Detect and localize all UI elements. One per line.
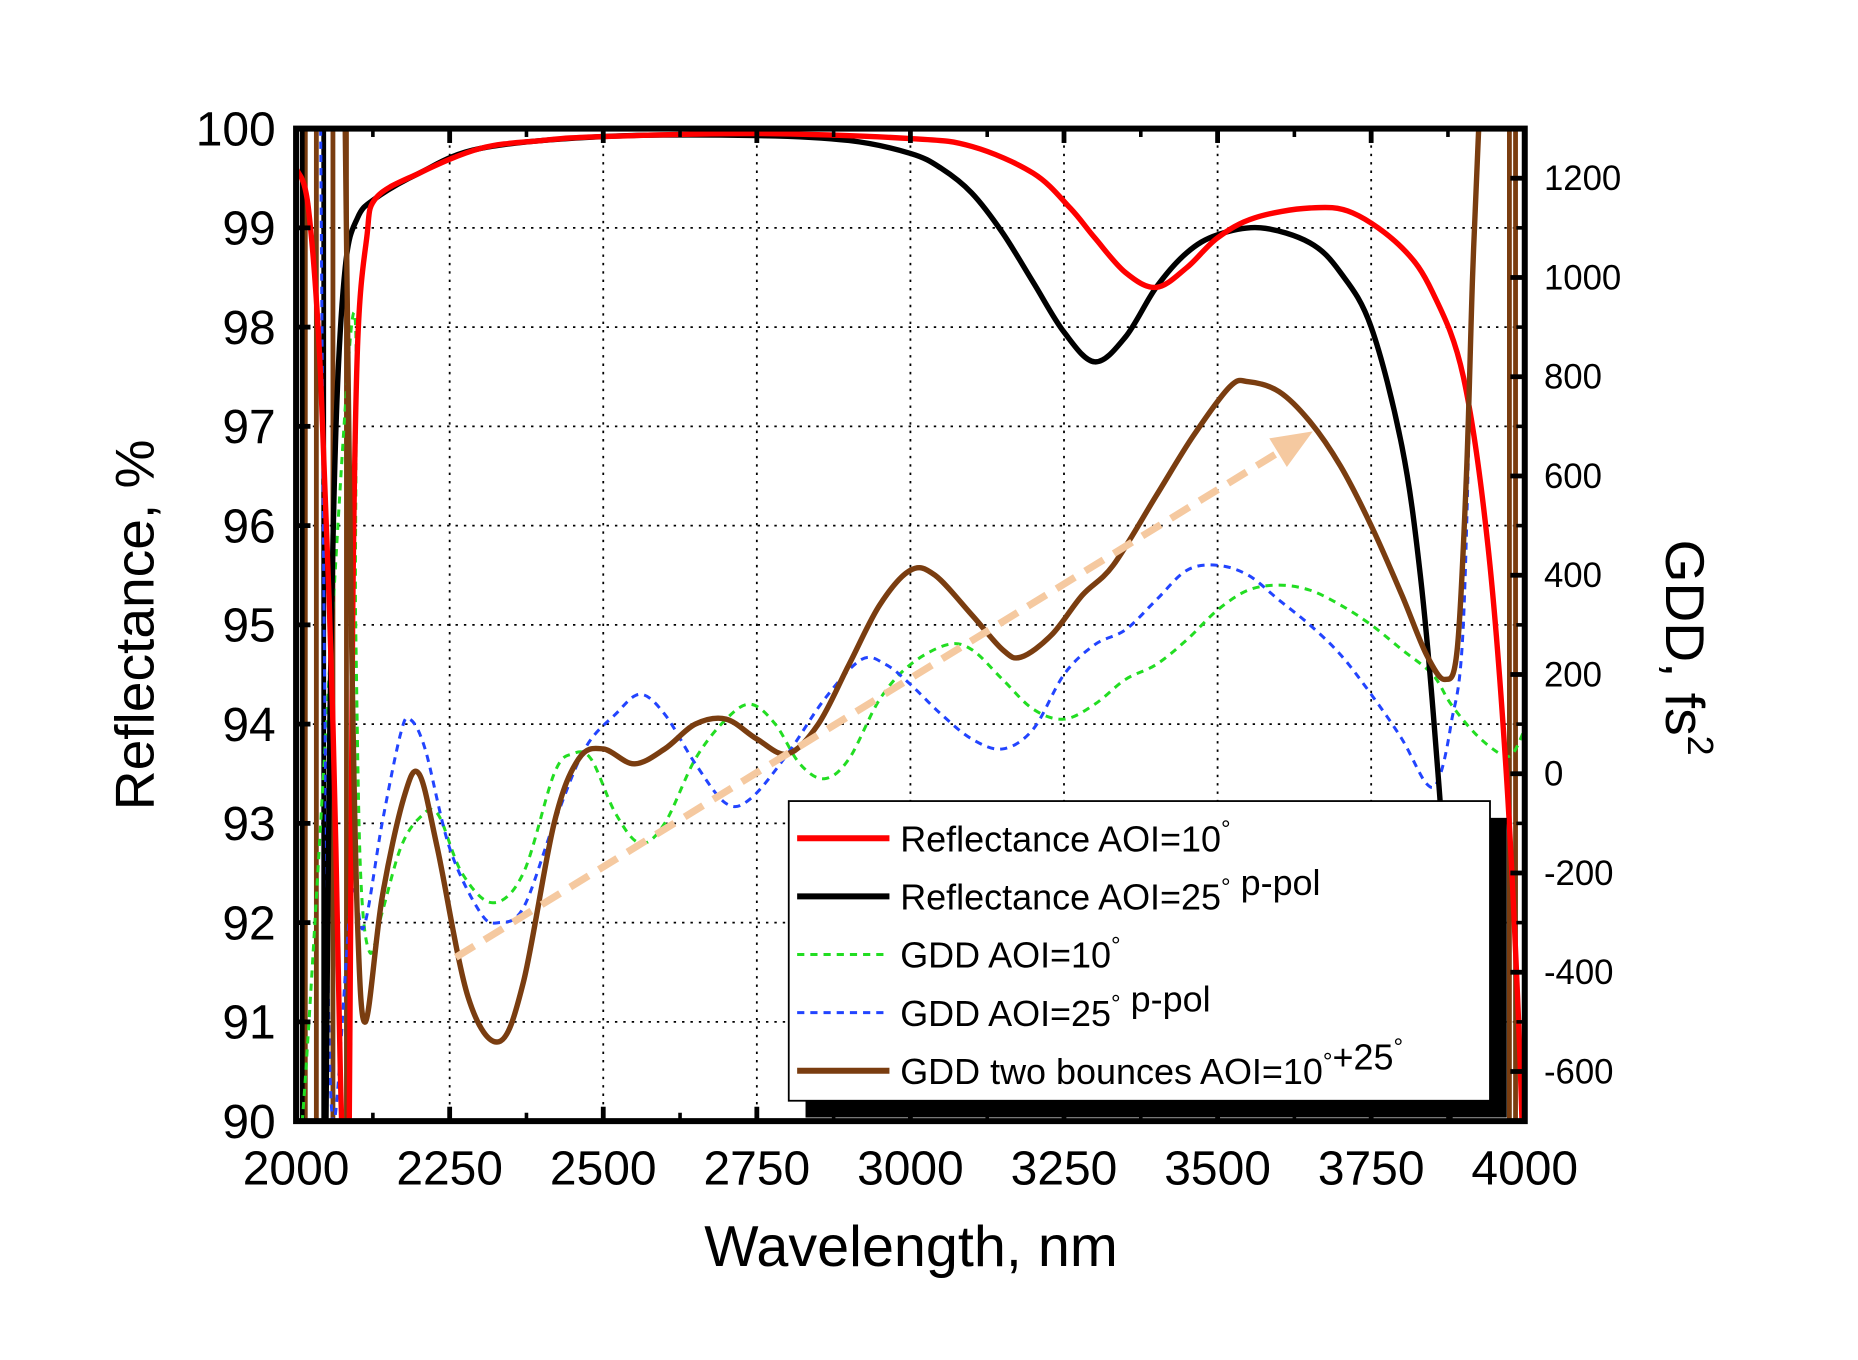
series-line-3 — [319, 128, 1475, 1122]
y-tick-label: 94 — [222, 699, 275, 752]
y-tick-label: 100 — [196, 103, 276, 156]
y-axis-title: Reflectance, % — [103, 439, 165, 810]
y2-tick-label: 400 — [1544, 557, 1602, 595]
x-tick-label: 2000 — [243, 1143, 350, 1196]
y2-tick-label: 0 — [1544, 756, 1563, 794]
legend-box — [787, 800, 1491, 1102]
series-line-0 — [296, 130, 1525, 1122]
trend-arrow-head — [1269, 431, 1313, 467]
y2-tick-label: -200 — [1544, 855, 1614, 893]
legend-label-1: Reflectance AOI=25° p-pol — [900, 862, 1320, 917]
legend-label-2: GDD AOI=10° — [900, 932, 1120, 975]
series-line-2 — [296, 311, 1525, 1122]
y-tick-label: 90 — [222, 1096, 275, 1149]
y-tick-label: 99 — [222, 203, 275, 256]
y-tick-label: 97 — [222, 401, 275, 454]
y-tick-label: 91 — [222, 997, 275, 1050]
series-layer — [296, 128, 1525, 1122]
x-axis-title: Wavelength, nm — [704, 1215, 1117, 1279]
legend-label-0: Reflectance AOI=10° — [900, 816, 1230, 859]
x-tick-label: 2250 — [396, 1143, 503, 1196]
y2-axis-title-sup: 2 — [1680, 736, 1721, 756]
y2-tick-label: 1000 — [1544, 259, 1621, 297]
y2-tick-label: 600 — [1544, 458, 1602, 496]
y2-tick-label: -400 — [1544, 954, 1614, 992]
axes-ticks: 2000 2250 2500 2750 3000 3250 3500 3750 40009091… — [196, 103, 1622, 1195]
y2-tick-label: 800 — [1544, 359, 1602, 397]
y2-tick-label: 200 — [1544, 656, 1602, 694]
x-tick-label: 2750 — [704, 1143, 811, 1196]
y2-tick-label: -600 — [1544, 1053, 1614, 1091]
y2-tick-label: 1200 — [1544, 160, 1621, 198]
legend-label-4: GDD two bounces AOI=10°+25° — [900, 1034, 1403, 1092]
x-tick-label: 2500 — [550, 1143, 657, 1196]
y-tick-label: 92 — [222, 897, 275, 950]
x-tick-label: 3500 — [1164, 1143, 1271, 1196]
x-tick-label: 4000 — [1471, 1143, 1578, 1196]
y-tick-label: 98 — [222, 302, 275, 355]
legend: Reflectance AOI=10°Reflectance AOI=25° p… — [787, 800, 1507, 1118]
legend-label-3: GDD AOI=25° p-pol — [900, 978, 1210, 1033]
y2-axis-title: GDD, fs2 — [1654, 540, 1721, 756]
x-tick-label: 3000 — [857, 1143, 964, 1196]
trend-arrow-line — [453, 449, 1280, 961]
x-tick-label: 3250 — [1011, 1143, 1118, 1196]
y2-axis-title-main: GDD, fs — [1654, 540, 1716, 736]
y-tick-label: 96 — [222, 500, 275, 553]
series-line-4 — [342, 128, 1482, 1045]
x-tick-label: 3750 — [1318, 1143, 1425, 1196]
y-tick-label: 95 — [222, 600, 275, 653]
y-tick-label: 93 — [222, 798, 275, 851]
plot-frame — [293, 125, 1528, 1125]
